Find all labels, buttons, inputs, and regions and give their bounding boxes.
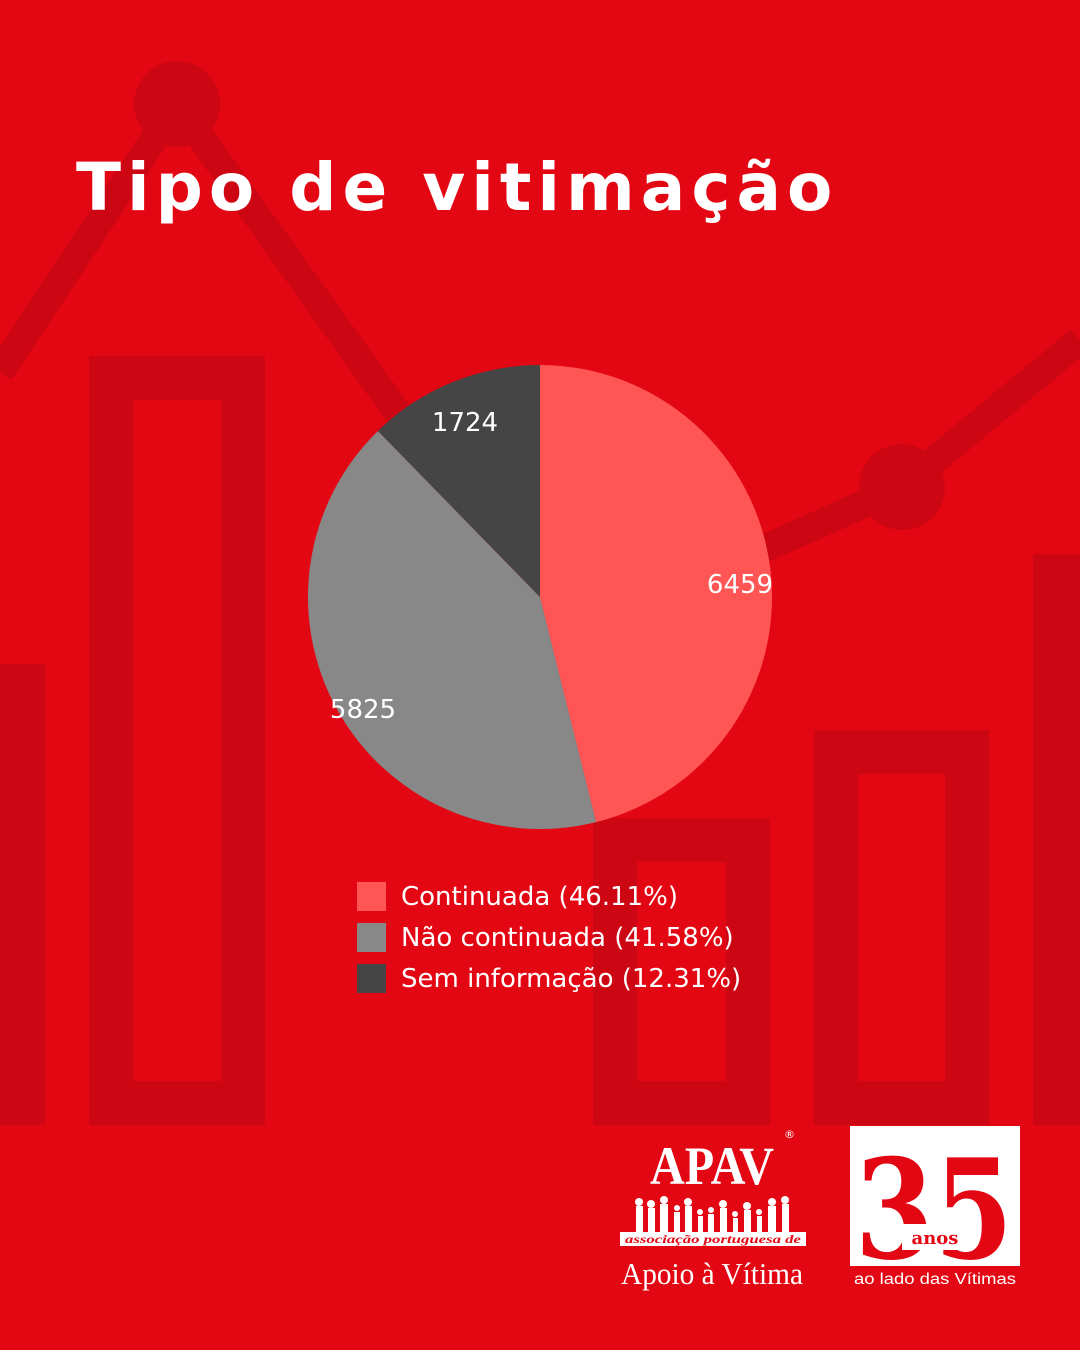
slice-value-label: 1724 (432, 408, 498, 438)
pie-slice (540, 365, 773, 823)
legend-swatch (357, 882, 386, 911)
pie-slice (377, 365, 540, 597)
svg-text:®: ® (784, 1128, 795, 1141)
legend-item: Não continuada (41.58%) (357, 917, 741, 958)
anniversary-number: 35 (855, 1128, 1013, 1291)
legend-item: Continuada (46.11%) (357, 876, 741, 917)
legend-item: Sem informação (12.31%) (357, 958, 741, 999)
anniversary-logo: 35 anos ao lado das Vítimas (850, 1126, 1020, 1292)
apav-logo-tagline: associação portuguesa de (625, 1232, 802, 1246)
page-title: Tipo de vitimação (76, 149, 839, 226)
slice-value-label: 5825 (330, 695, 396, 725)
apav-logo: APAV ® associação portuguesa de Apoio à … (620, 1128, 806, 1291)
legend-label: Continuada (46.11%) (401, 881, 678, 912)
anniversary-caption: ao lado das Vítimas (854, 1271, 1016, 1288)
legend-label: Não continuada (41.58%) (401, 922, 734, 953)
anniversary-word: anos (912, 1228, 959, 1249)
slice-value-label: 6459 (707, 570, 773, 600)
pie-slice (307, 430, 597, 830)
legend-label: Sem informação (12.31%) (401, 963, 742, 994)
apav-logo-name: APAV (650, 1136, 774, 1196)
legend-swatch (357, 964, 386, 993)
apav-logo-subtitle: Apoio à Vítima (621, 1256, 803, 1291)
legend-swatch (357, 923, 386, 952)
chart-legend: Continuada (46.11%) Não continuada (41.5… (357, 876, 741, 999)
people-silhouettes-icon (620, 1196, 806, 1246)
